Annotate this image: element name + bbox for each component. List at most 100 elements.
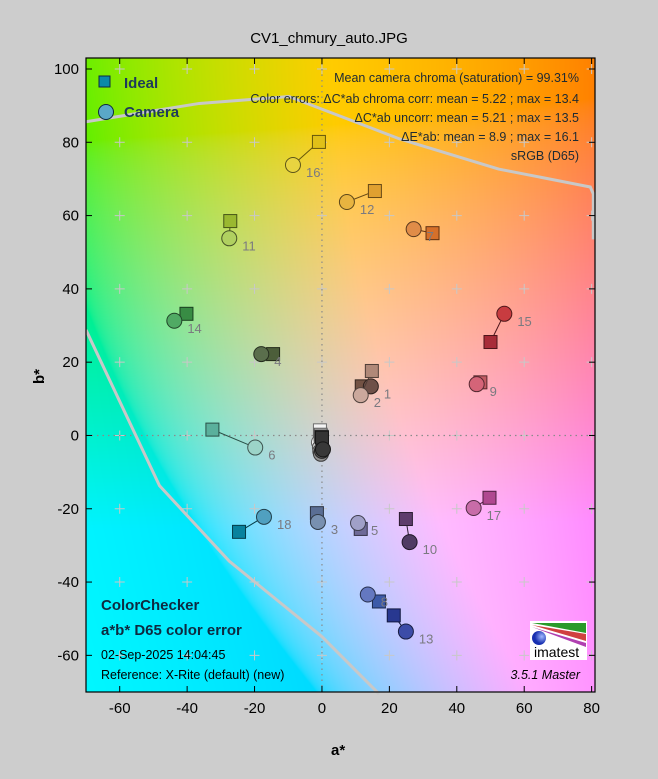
colorspace-text: sRGB (D65) [511,149,579,163]
camera-circle [352,387,369,404]
grid-plus-mark [451,210,462,221]
grid-plus-mark [316,63,327,74]
grid-plus-mark [182,577,193,588]
grid-plus-mark [182,63,193,74]
ideal-square [179,306,194,321]
legend: Ideal Camera [98,75,180,121]
ideal-square [425,226,440,241]
grid-plus-mark [182,357,193,368]
grid-plus-mark [519,577,530,588]
patch-14: 14 [166,306,202,336]
grid-plus-mark [384,137,395,148]
chroma-corr-text: Color errors: ΔC*ab chroma corr: mean = … [250,92,579,106]
patch-2: 2 [352,363,381,410]
grid-plus-mark [114,357,125,368]
grid-plus-mark [114,137,125,148]
patch-label: 11 [242,238,256,253]
legend-ideal-square [98,75,111,88]
camera-circle [166,312,183,329]
camera-circle [468,376,485,393]
grid-plus-mark [114,503,125,514]
x-axis-label: a* [331,742,346,759]
x-tick-label: -60 [109,700,131,717]
grid-plus-mark [182,137,193,148]
grid-plus-mark [384,577,395,588]
patch-17: 17 [465,490,501,523]
patch-24 [314,430,331,458]
grid-plus-mark [114,210,125,221]
y-axis-label: b* [31,369,48,384]
chroma-uncorr-text: ΔC*ab uncorr: mean = 5.21 ; max = 13.5 [355,111,579,125]
camera-circle [397,623,414,640]
patch-label: 5 [371,523,378,538]
camera-circle [314,441,331,458]
x-tick-label: 0 [318,700,326,717]
patch-18: 18 [232,508,291,539]
ideal-square [371,594,386,609]
patch-label: 14 [187,321,201,336]
zero-lines [86,58,595,692]
x-tick-label: 80 [583,700,600,717]
grid-plus-mark [114,650,125,661]
camera-circle [401,534,418,551]
patch-label: 6 [268,448,275,463]
patch-label: 4 [274,354,281,369]
y-tick-label: -60 [57,647,79,664]
patch-6: 6 [205,422,275,463]
chart-title: CV1_chmury_auto.JPG [250,30,408,47]
camera-circle [338,194,355,211]
chart-subtitle: a*b* D65 color error [101,622,242,639]
grid-plus-mark [316,283,327,294]
version-text: 3.5.1 Master [511,668,581,682]
mean-chroma-text: Mean camera chroma (saturation) = 99.31% [334,71,579,85]
delta-e-text: ΔE*ab: mean = 8.9 ; max = 16.1 [401,130,579,144]
grid-plus-mark [519,63,530,74]
y-tick-label: 40 [62,281,79,298]
patch-3: 3 [309,506,338,537]
y-tick-label: -40 [57,574,79,591]
datetime-text: 02-Sep-2025 14:04:45 [101,648,225,662]
x-tick-label: 40 [448,700,465,717]
reference-text: Reference: X-Rite (default) (new) [101,668,284,682]
grid-plus-mark [316,357,327,368]
grid-plus-mark [249,650,260,661]
legend-camera-label: Camera [124,104,180,121]
patch-label: 16 [306,165,320,180]
grid-plus-mark [182,283,193,294]
grid-plus-mark [384,63,395,74]
chart-svg: -60 -40 -20 0 20 40 60 80-60-40-20020406080100 … [54,57,600,717]
grid-plus-mark [451,283,462,294]
patch-16: 16 [284,134,326,180]
grid-plus-mark [519,357,530,368]
ideal-square [205,422,220,437]
camera-circle [255,508,272,525]
patch-5: 5 [350,515,378,538]
grid-plus-mark [451,650,462,661]
patch-11: 11 [221,214,256,253]
grid-plus-mark [384,503,395,514]
gamut-boundary-line [85,94,595,240]
imatest-logo: imatest [530,621,587,660]
chart-name: ColorChecker [101,597,200,614]
grid-plus-mark [451,357,462,368]
patch-9: 9 [468,375,497,399]
ideal-square [482,490,497,505]
patch-label: 17 [487,508,501,523]
patch-label: 9 [490,384,497,399]
grid-plus-mark [249,357,260,368]
ideal-square [232,524,247,539]
grid-plus-mark [384,283,395,294]
patch-7: 7 [405,221,440,244]
axis-ticks: -60 -40 -20 0 20 40 60 80 -60 -40 -20 0 20 40 60 80 100 [54,58,600,717]
grid-plus-mark [519,283,530,294]
camera-circle [247,439,264,456]
camera-circle [309,513,326,530]
patch-label: 13 [419,632,433,647]
ideal-square [364,363,379,378]
ideal-square [311,134,326,149]
y-tick-label: 80 [62,134,79,151]
grid-plus-mark [114,283,125,294]
grid-plus-mark [249,137,260,148]
patch-13: 13 [386,608,433,647]
